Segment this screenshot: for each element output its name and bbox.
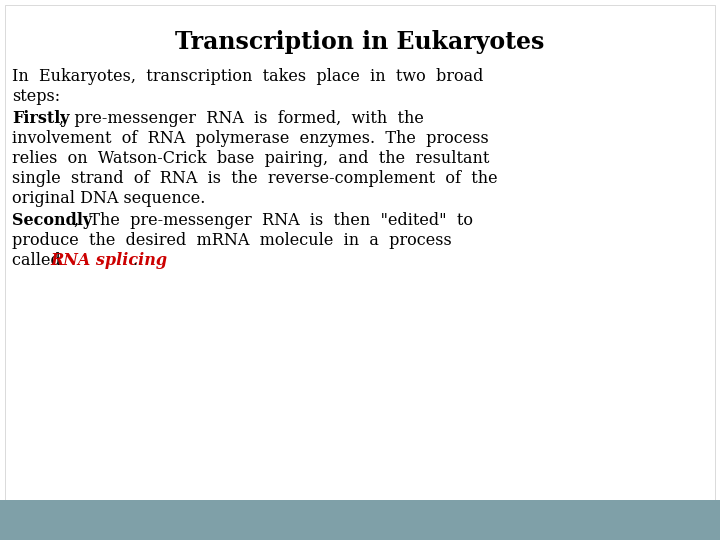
Text: RNA splicing: RNA splicing <box>50 252 167 269</box>
Text: .: . <box>132 252 137 269</box>
Text: ,  pre-messenger  RNA  is  formed,  with  the: , pre-messenger RNA is formed, with the <box>59 110 424 127</box>
Bar <box>0 500 720 540</box>
Text: called: called <box>12 252 66 269</box>
Text: original DNA sequence.: original DNA sequence. <box>12 190 205 207</box>
Text: Firstly: Firstly <box>12 110 70 127</box>
Text: Secondly: Secondly <box>12 212 92 229</box>
Text: Transcription in Eukaryotes: Transcription in Eukaryotes <box>175 30 545 54</box>
Text: involvement  of  RNA  polymerase  enzymes.  The  process: involvement of RNA polymerase enzymes. T… <box>12 130 489 147</box>
Text: relies  on  Watson-Crick  base  pairing,  and  the  resultant: relies on Watson-Crick base pairing, and… <box>12 150 490 167</box>
Text: In  Eukaryotes,  transcription  takes  place  in  two  broad: In Eukaryotes, transcription takes place… <box>12 68 483 85</box>
Text: steps:: steps: <box>12 88 60 105</box>
Text: ,  The  pre-messenger  RNA  is  then  "edited"  to: , The pre-messenger RNA is then "edited"… <box>74 212 473 229</box>
Text: produce  the  desired  mRNA  molecule  in  a  process: produce the desired mRNA molecule in a p… <box>12 232 451 249</box>
Text: single  strand  of  RNA  is  the  reverse-complement  of  the: single strand of RNA is the reverse-comp… <box>12 170 498 187</box>
